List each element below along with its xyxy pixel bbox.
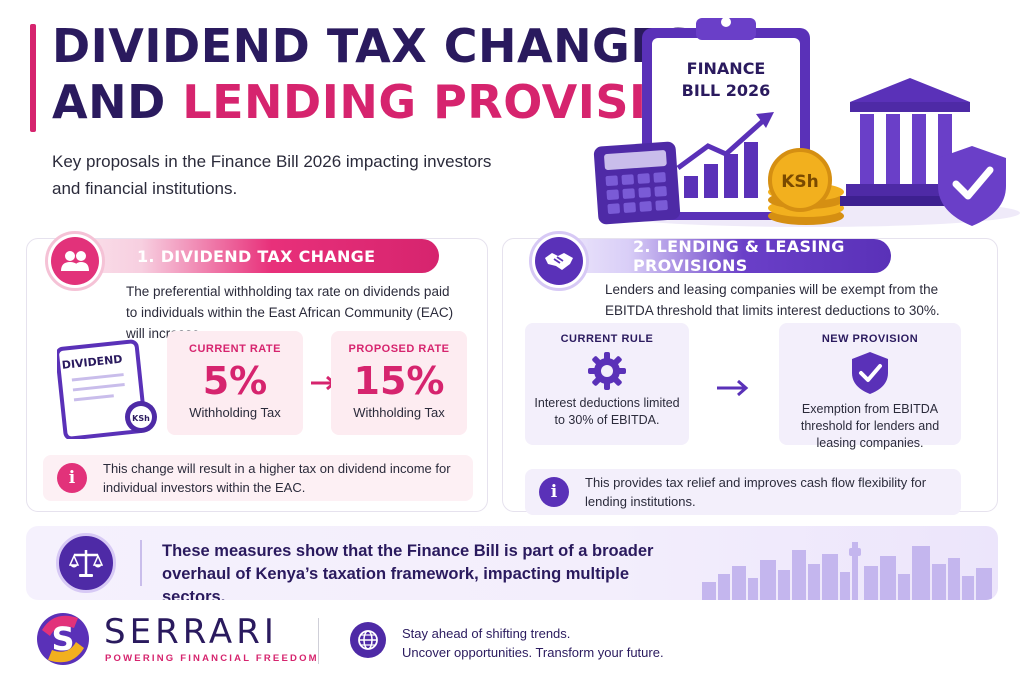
handshake-icon (545, 253, 573, 270)
brand-name: SERRARI (104, 612, 278, 652)
current-rate-label: CURRENT RATE (189, 343, 281, 355)
proposed-rate-caption: Withholding Tax (353, 405, 445, 420)
new-provision-box: NEW PROVISION Exemption from EBITDA thre… (779, 323, 961, 450)
shield-icon (938, 146, 1006, 226)
lending-heading: 2. LENDING & LEASING PROVISIONS (563, 237, 891, 275)
doc-seal: KSh (132, 414, 150, 423)
info-icon: i (57, 463, 87, 493)
bank-icon (840, 78, 980, 206)
current-rate-value: 5% (202, 359, 268, 403)
serrari-logo: S (37, 613, 89, 665)
proposed-rate-value: 15% (353, 359, 445, 403)
lending-description: Lenders and leasing companies will be ex… (605, 282, 940, 318)
title-line-1: DIVIDEND TAX CHANGES (52, 19, 696, 73)
coins-icon: KSh (768, 148, 844, 225)
hero-illustration: FINANCE BILL 2026 KSh (593, 17, 1020, 227)
dividend-note-text: This change will result in a higher tax … (103, 461, 451, 495)
page-subtitle: Key proposals in the Finance Bill 2026 i… (52, 152, 492, 198)
calculator-icon (593, 141, 681, 225)
dividend-document-icon: DIVIDEND KSh (57, 339, 157, 439)
footer-divider (318, 618, 319, 664)
title-line-2-prefix: AND (52, 75, 183, 129)
summary-banner: These measures show that the Finance Bil… (26, 526, 998, 600)
doc-label: DIVIDEND (61, 353, 123, 372)
lending-provisions-card: 2. LENDING & LEASING PROVISIONS Lenders … (502, 231, 998, 515)
dividend-tax-heading-text: DIVIDEND TAX CHANGE (160, 246, 376, 266)
users-icon (61, 251, 89, 271)
arrow-right-icon (717, 379, 749, 397)
proposed-rate-box: PROPOSED RATE 15% Withholding Tax (331, 331, 467, 435)
clipboard-text-2: BILL 2026 (682, 81, 771, 100)
dividend-tax-heading: 1. DIVIDEND TAX CHANGE (67, 239, 439, 273)
current-rule-box: CURRENT RULE Interest deductions limited… (525, 323, 689, 445)
title-accent-bar (30, 24, 36, 132)
brand-tagline: POWERING FINANCIAL FREEDOM (105, 653, 319, 664)
info-icon: i (539, 477, 569, 507)
footer-line-2: Uncover opportunities. Transform your fu… (402, 645, 664, 660)
proposed-rate-label: PROPOSED RATE (348, 343, 450, 355)
lending-badge (529, 231, 589, 291)
dividend-tax-card: 1. DIVIDEND TAX CHANGE The preferential … (26, 231, 488, 512)
summary-text: These measures show that the Finance Bil… (162, 542, 654, 600)
svg-text:S: S (51, 620, 74, 658)
current-rule-text: Interest deductions limited to 30% of EB… (534, 396, 680, 427)
new-provision-label: NEW PROVISION (821, 333, 919, 345)
dividend-note: i This change will result in a higher ta… (43, 455, 473, 501)
investors-badge (45, 231, 105, 291)
new-provision-text: Exemption from EBITDA threshold for lend… (800, 402, 940, 450)
current-rate-caption: Withholding Tax (189, 405, 281, 420)
city-skyline-illustration (702, 542, 992, 600)
footer-line-1: Stay ahead of shifting trends. (402, 626, 571, 641)
scales-icon (69, 550, 103, 577)
dividend-tax-heading-number: 1. (137, 246, 155, 266)
gear-icon (588, 352, 626, 390)
scales-badge (56, 533, 116, 593)
lending-note: i This provides tax relief and improves … (525, 469, 961, 515)
clipboard-text-1: FINANCE (687, 59, 766, 78)
summary-divider (140, 540, 142, 586)
current-rule-label: CURRENT RULE (560, 333, 654, 345)
shield-check-icon (852, 352, 888, 394)
lending-note-text: This provides tax relief and improves ca… (585, 475, 927, 509)
globe-badge (350, 622, 386, 658)
current-rate-box: CURRENT RATE 5% Withholding Tax (167, 331, 303, 435)
globe-icon (358, 630, 378, 650)
clipboard-icon: FINANCE BILL 2026 (642, 17, 810, 220)
coin-label: KSh (781, 172, 819, 192)
footer-message: Stay ahead of shifting trends. Uncover o… (402, 624, 664, 662)
